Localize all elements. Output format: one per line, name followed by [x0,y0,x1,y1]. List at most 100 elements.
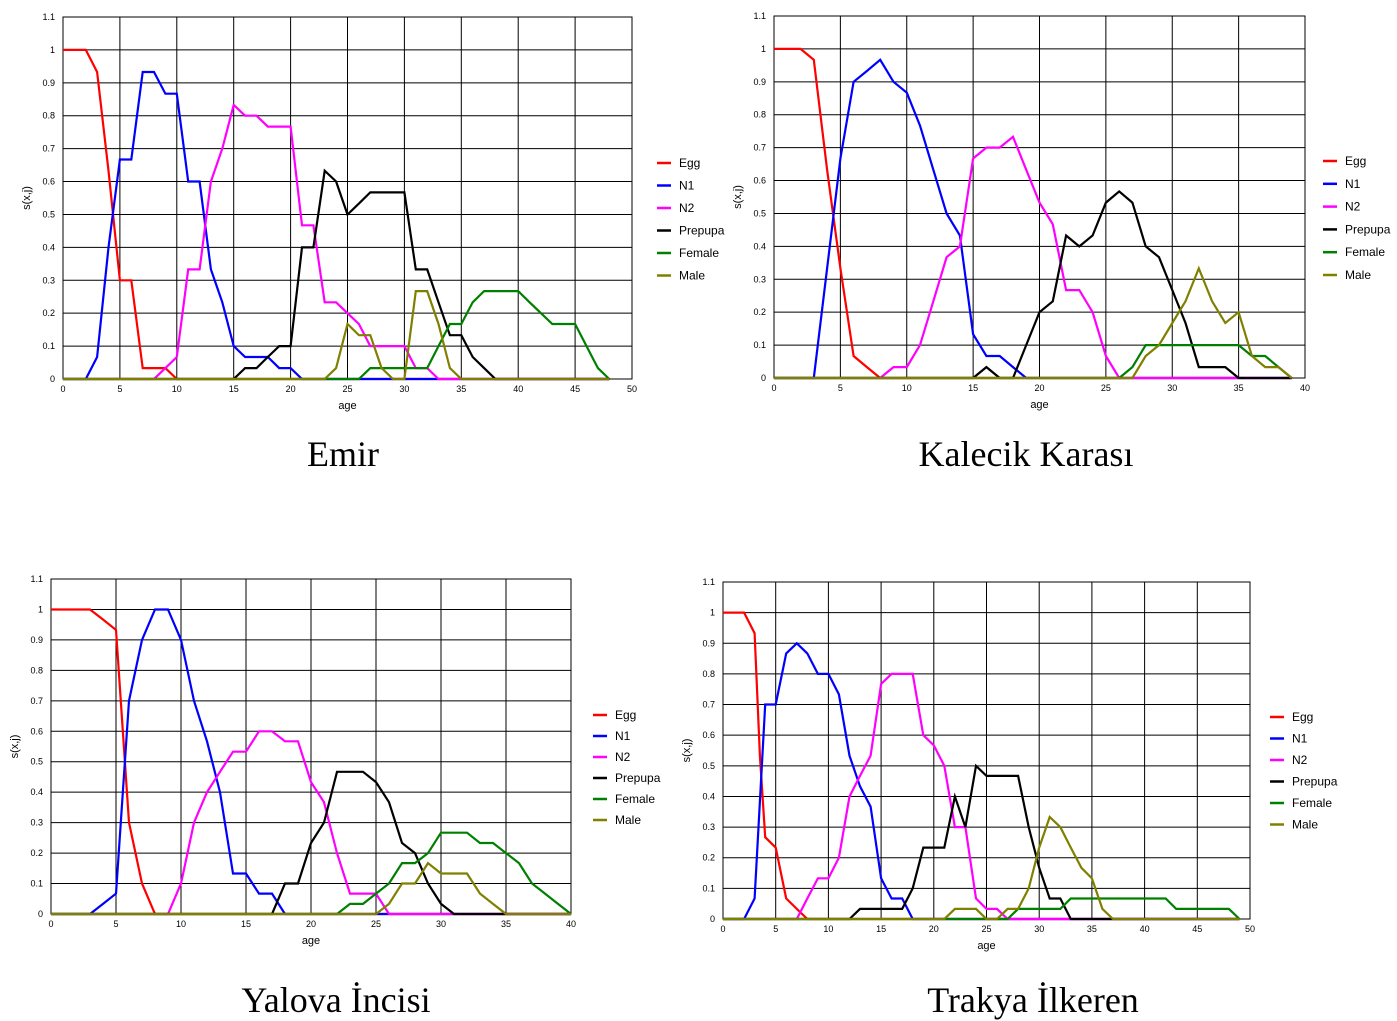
legend-label: N1 [1292,732,1308,746]
x-axis-label: age [977,940,995,952]
chart-emir-svg: 0 5 10 15 20 25 30 35 40 45 50 0 0.1 0.2 0.3 0.4 0.5 0.6 0… [21,12,725,412]
series-line-egg [51,608,571,916]
x-tick-label: 10 [176,919,186,929]
x-tick-label: 40 [513,384,523,394]
y-tick-label: 0.7 [30,696,43,706]
y-tick-label: 0.3 [753,274,766,284]
series-line-male [723,815,1240,921]
legend-label: N2 [1292,753,1308,767]
x-tick-label: 0 [60,384,65,394]
y-tick-label: 0.4 [753,241,766,251]
x-tick-label: 10 [902,383,912,393]
x-tick-label: 15 [229,384,239,394]
y-tick-label: 0.1 [42,341,55,351]
y-tick-label: 0.3 [42,275,55,285]
y-tick-label: 0.8 [30,665,43,675]
y-tick-label: 0.9 [753,77,766,87]
legend-label: Prepupa [1292,775,1338,789]
legend-label: Prepupa [1345,222,1391,236]
y-tick-label: 0.6 [753,176,766,186]
y-tick-label: 1.1 [753,11,766,21]
chart-yalova-incisi: 0 5 10 15 20 25 30 35 40 0 0.1 0.2 0.3 0.4 0.5 0.6 0.7 0.… [0,565,700,965]
x-tick-label: 45 [570,384,580,394]
legend-label: Female [679,246,719,260]
series-line-male [774,265,1293,380]
chart-title-yalova-incisi: Yalova İncisi [241,980,431,1020]
x-axis-label: age [338,400,356,412]
x-tick-label: 30 [399,384,409,394]
x-tick-label: 5 [113,919,118,929]
y-tick-label: 0.7 [753,143,766,153]
y-tick-label: 0.5 [30,757,43,767]
y-tick-label: 0 [50,374,55,384]
y-tick-label: 0.9 [42,78,55,88]
x-tick-label: 15 [876,924,886,934]
y-tick-label: 0 [761,373,766,383]
chart-trakya-ilkeren-svg: 0 5 10 15 20 25 30 35 40 45 50 0 0.1 0.2 0.3 0.4 0.5 0.6 0… [681,577,1338,952]
series-line-male [51,861,571,916]
chart-trakya-ilkeren: 0 5 10 15 20 25 30 35 40 45 50 0 0.1 0.2 0.3 0.4 0.5 0.6 0… [681,565,1397,965]
y-tick-label: 0.1 [753,340,766,350]
x-tick-label: 20 [1034,383,1044,393]
x-tick-label: 40 [566,919,576,929]
y-tick-label: 0.6 [30,726,43,736]
y-tick-label: 0.2 [702,853,715,863]
chart-yalova-incisi-svg: 0 5 10 15 20 25 30 35 40 0 0.1 0.2 0.3 0.4 0.5 0.6 0.7 0.… [9,574,661,947]
x-tick-label: 15 [241,919,251,929]
series-line-female [723,897,1241,921]
y-tick-label: 0.5 [42,209,55,219]
y-tick-label: 1.1 [30,574,43,584]
x-tick-label: 20 [286,384,296,394]
series-line-n1 [723,641,1240,921]
y-tick-label: 1.1 [702,577,715,587]
legend-label: Egg [1345,154,1366,168]
legend-label: N2 [679,201,695,215]
legend-label: Egg [615,708,636,722]
x-tick-label: 35 [1234,383,1244,393]
x-tick-label: 5 [117,384,122,394]
x-tick-label: 20 [929,924,939,934]
legend-label: Female [1345,245,1385,259]
series-line-n1 [51,608,571,916]
y-tick-label: 0.1 [30,879,43,889]
y-tick-label: 0.3 [30,818,43,828]
series-line-n1 [63,70,610,381]
y-axis-label: s(x,j) [681,739,693,763]
x-tick-label: 25 [1101,383,1111,393]
legend-label: N1 [615,729,631,743]
y-tick-label: 0.5 [753,208,766,218]
y-tick-label: 0.2 [42,308,55,318]
chart-kalecik-karasi: 0 5 10 15 20 25 30 35 40 0 0.1 0.2 0.3 0.4 0.5 0.6 0.7 0.… [700,0,1397,420]
y-tick-label: 1 [38,604,43,614]
x-tick-label: 10 [823,924,833,934]
x-tick-label: 10 [172,384,182,394]
y-tick-label: 1 [50,45,55,55]
x-axis-label: age [302,935,320,947]
x-tick-label: 15 [968,383,978,393]
series-line-n1 [774,58,1292,380]
y-axis-label: s(x,j) [9,735,21,759]
x-tick-label: 35 [456,384,466,394]
y-tick-label: 1.1 [42,12,55,22]
legend-label: Egg [1292,710,1313,724]
legend-label: Male [679,269,705,283]
y-tick-label: 0.8 [753,110,766,120]
legend-label: Male [1292,818,1318,832]
y-tick-label: 0.6 [702,730,715,740]
legend-label: Egg [679,156,700,170]
y-tick-label: 0 [710,914,715,924]
series-line-egg [63,48,610,381]
x-tick-label: 20 [306,919,316,929]
legend-label: N1 [679,179,695,193]
legend-label: Male [1345,268,1371,282]
legend-label: N2 [615,750,631,764]
y-tick-label: 0.4 [30,787,43,797]
legend-label: N1 [1345,177,1361,191]
series-line-n2 [63,102,610,381]
x-tick-label: 30 [1167,383,1177,393]
y-tick-label: 0.8 [702,669,715,679]
chart-emir: 0 5 10 15 20 25 30 35 40 45 50 0 0.1 0.2 0.3 0.4 0.5 0.6 0… [0,0,725,420]
y-axis-label: s(x,j) [732,185,744,209]
y-axis-label: s(x,j) [21,186,33,210]
x-tick-label: 35 [1087,924,1097,934]
